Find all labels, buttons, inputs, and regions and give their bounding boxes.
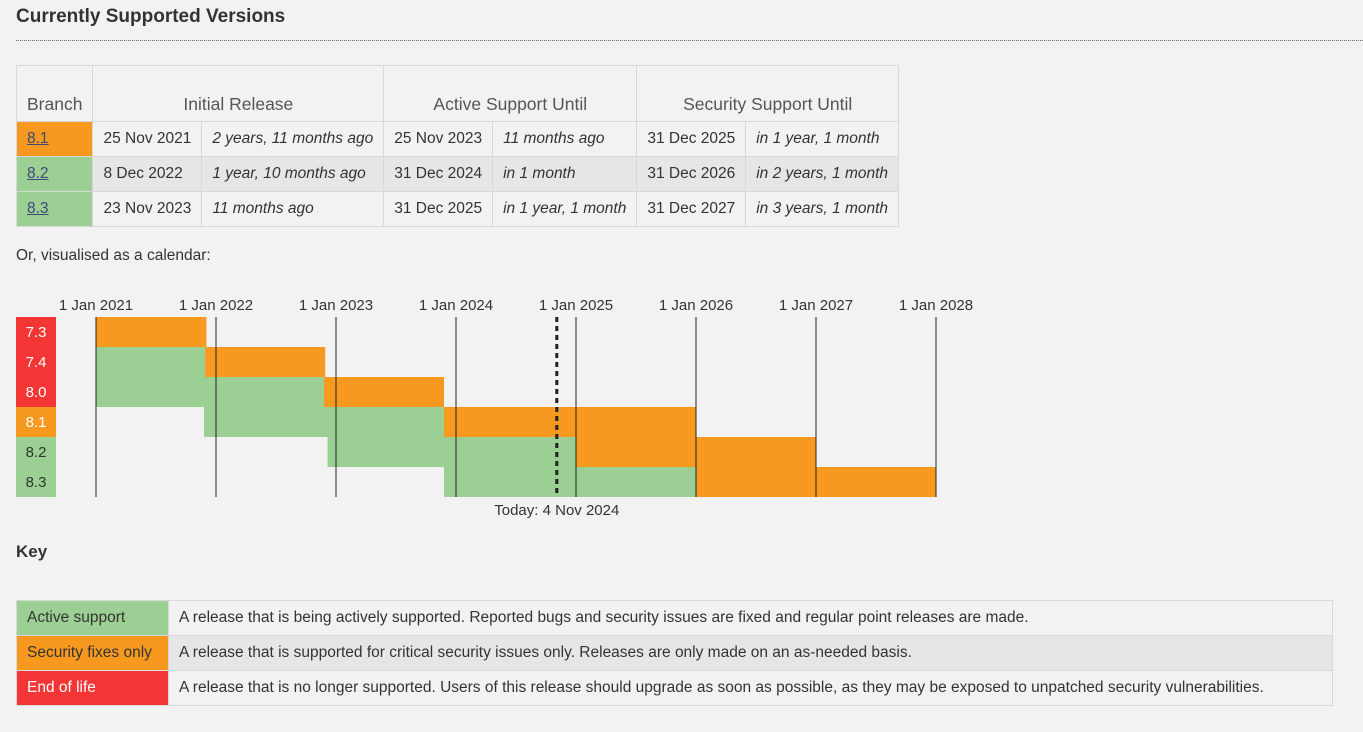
branch-cell: 8.3: [15, 191, 94, 227]
cell: 1 year, 10 months ago: [201, 156, 385, 192]
active-bar: [204, 407, 444, 437]
cell: 11 months ago: [492, 121, 638, 157]
year-label: 1 Jan 2024: [419, 297, 493, 314]
column-header: Security Support Until: [636, 65, 900, 122]
year-label: 1 Jan 2027: [779, 297, 853, 314]
security-bar: [96, 317, 207, 347]
row-label-bg: [16, 377, 56, 407]
cell: 25 Nov 2023: [383, 121, 494, 157]
version-row: 8.3 23 Nov 2023 11 months ago 31 Dec 2025 in…: [15, 191, 900, 227]
dotted-rule: [16, 40, 1363, 41]
security-bar: [205, 347, 326, 377]
key-description: A release that is being actively support…: [168, 600, 1333, 636]
year-label: 1 Jan 2021: [59, 297, 133, 314]
branch-label: 8.2: [26, 444, 47, 461]
version-row: 8.1 25 Nov 2021 2 years, 11 months ago 25 N…: [15, 121, 900, 157]
branch-cell: 8.2: [15, 156, 94, 192]
key-description: A release that is no longer supported. U…: [168, 670, 1333, 706]
year-label: 1 Jan 2023: [299, 297, 373, 314]
row-label-bg: [16, 437, 56, 467]
page-title: Currently Supported Versions: [16, 6, 286, 27]
bars: [96, 317, 936, 497]
branch-label: 8.0: [26, 384, 47, 401]
active-bar: [96, 347, 206, 377]
cell: 23 Nov 2023: [92, 191, 203, 227]
branch-link[interactable]: 8.1: [27, 130, 49, 147]
key-row: End of life A release that is no longer s…: [16, 670, 1333, 706]
key-row: Active support A release that is being ac…: [16, 600, 1333, 636]
key-description: A release that is supported for critical…: [168, 635, 1333, 671]
key-table: Active support A release that is being ac…: [16, 600, 1333, 706]
key-label: Security fixes only: [16, 635, 169, 671]
cell: 11 months ago: [201, 191, 385, 227]
year-label: 1 Jan 2022: [179, 297, 253, 314]
column-header: Initial Release: [92, 65, 385, 122]
cell: in 2 years, 1 month: [745, 156, 900, 192]
active-bar: [96, 377, 324, 407]
cell: 31 Dec 2026: [636, 156, 747, 192]
branch-link[interactable]: 8.2: [27, 165, 49, 182]
branch-label: 8.1: [26, 414, 47, 431]
branch-label: 7.4: [26, 354, 47, 371]
year-label: 1 Jan 2026: [659, 297, 733, 314]
key-title: Key: [16, 542, 48, 561]
cell: 25 Nov 2021: [92, 121, 203, 157]
row-label-bg: [16, 467, 56, 497]
cell: 8 Dec 2022: [92, 156, 203, 192]
cell: in 1 year, 1 month: [745, 121, 900, 157]
row-label-bg: [16, 317, 56, 347]
row-label-bg: [16, 407, 56, 437]
cell: 31 Dec 2027: [636, 191, 747, 227]
cell: in 3 years, 1 month: [745, 191, 900, 227]
key-row: Security fixes only A release that is sup…: [16, 635, 1333, 671]
cell: 31 Dec 2025: [383, 191, 494, 227]
cell: in 1 month: [492, 156, 638, 192]
active-bar: [444, 467, 696, 497]
cell: 31 Dec 2024: [383, 156, 494, 192]
year-label: 1 Jan 2028: [899, 297, 973, 314]
security-bar: [324, 377, 444, 407]
key-label: Active support: [16, 600, 169, 636]
column-header: Branch: [15, 65, 94, 122]
branch-link[interactable]: 8.3: [27, 200, 49, 217]
year-label: 1 Jan 2025: [539, 297, 613, 314]
column-header: Active Support Until: [383, 65, 638, 122]
row-label-bg: [16, 347, 56, 377]
active-bar: [327, 437, 576, 467]
key-label: End of life: [16, 670, 169, 706]
calendar-caption: Or, visualised as a calendar:: [16, 247, 211, 264]
cell: 2 years, 11 months ago: [201, 121, 385, 157]
versions-table: Branch Initial Release Active Support Unti…: [15, 65, 900, 227]
branch-cell: 8.1: [15, 121, 94, 157]
cell: 31 Dec 2025: [636, 121, 747, 157]
branch-label: 7.3: [26, 324, 47, 341]
today-label: Today: 4 Nov 2024: [494, 502, 619, 519]
calendar-chart: 7.3 7.4 8.0 8.1 8.2 8.3 1 Jan 2021 1 Jan 2022 1 …: [16, 297, 973, 519]
security-bar: [444, 407, 696, 437]
version-row: 8.2 8 Dec 2022 1 year, 10 months ago 31 Dec…: [15, 156, 900, 192]
branch-label: 8.3: [26, 474, 47, 491]
cell: in 1 year, 1 month: [492, 191, 638, 227]
